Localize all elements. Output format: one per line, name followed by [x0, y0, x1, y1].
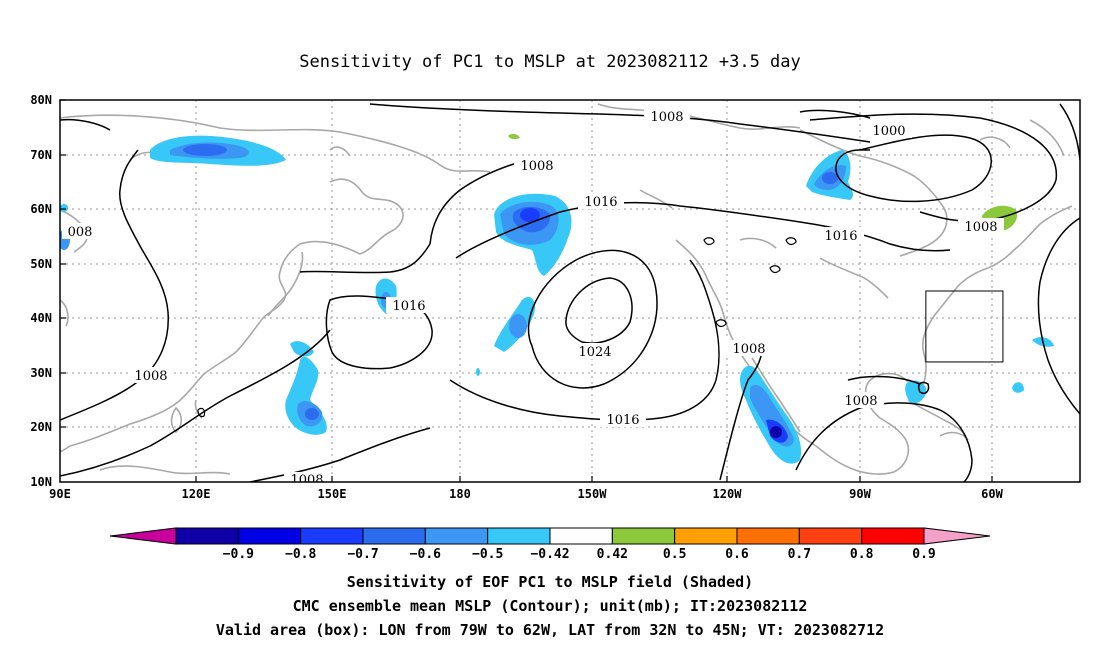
- caption-line-3: Valid area (box): LON from 79W to 62W, L…: [215, 621, 885, 639]
- colorbar-label: 0.7: [788, 547, 811, 562]
- colorbar-segment: [611, 527, 676, 545]
- lat-label-20n: 20N: [30, 420, 52, 434]
- lat-label-70n: 70N: [30, 148, 52, 162]
- caption-line-2: CMC ensemble mean MSLP (Contour); unit(m…: [292, 597, 808, 615]
- colorbar-label: 0.6: [725, 547, 749, 562]
- colorbar-arrow-high: [923, 527, 991, 545]
- map-title: Sensitivity of PC1 to MSLP at 2023082112…: [299, 52, 801, 72]
- colorbar-segment: [736, 527, 800, 545]
- lon-label-180: 180: [449, 487, 471, 501]
- lon-label-90w: 90W: [849, 487, 871, 501]
- contour-label-1008-baja: 1008: [732, 342, 765, 357]
- colorbar-label: 0.8: [850, 547, 874, 562]
- lon-label-120w: 120W: [713, 487, 743, 501]
- lat-label-10n: 10N: [30, 475, 52, 489]
- longitude-labels: 90E 120E 150E 180 150W 120W 90W 60W: [49, 487, 1003, 501]
- lat-label-40n: 40N: [30, 311, 52, 325]
- lat-label-60n: 60N: [30, 202, 52, 216]
- caption-line-1: Sensitivity of EOF PC1 to MSLP field (Sh…: [346, 573, 754, 591]
- latitude-labels: 80N 70N 60N 50N 40N 30N 20N 10N: [30, 93, 52, 489]
- sensitivity-shading: [60, 133, 1054, 464]
- colorbar-segment: [175, 527, 239, 545]
- contour-label-1008-npac: 1008: [520, 159, 553, 174]
- contour-label-1008-bottom: 1008: [290, 473, 323, 488]
- lon-label-120e: 120E: [182, 487, 211, 501]
- colorbar-segment: [424, 527, 489, 545]
- colorbar-segment: [674, 527, 738, 545]
- contour-label-1024: 1024: [578, 345, 611, 360]
- contour-label-1008-china: 1008: [134, 369, 167, 384]
- colorbar-segment: [549, 527, 613, 545]
- contour-label-1008-gulf: 1008: [844, 394, 877, 409]
- map-frame: [59, 99, 1081, 483]
- colorbar-segment: [487, 527, 551, 545]
- colorbar-label: −0.42: [530, 547, 569, 562]
- colorbar-label: −0.6: [410, 547, 441, 562]
- colorbar-label: −0.9: [223, 547, 254, 562]
- colorbar-segment: [798, 527, 863, 545]
- contour-label-1016-npac: 1016: [584, 195, 617, 210]
- colorbar-label: −0.8: [285, 547, 316, 562]
- contour-islands: [197, 237, 797, 418]
- colorbar-label: −0.5: [472, 547, 503, 562]
- contour-label-1008-top: 1008: [650, 110, 683, 125]
- lon-label-60w: 60W: [981, 487, 1003, 501]
- map-area: 1008 1000 1008 1016 1016 1008 008 1016 1…: [60, 100, 1080, 488]
- lat-label-50n: 50N: [30, 257, 52, 271]
- lon-label-90e: 90E: [49, 487, 71, 501]
- lon-label-150w: 150W: [578, 487, 608, 501]
- contour-label-1000: 1000: [872, 124, 905, 139]
- colorbar: −0.9 −0.8 −0.7 −0.6 −0.5 −0.42 0.42 0.5 0.6 0.7 0.…: [109, 527, 991, 562]
- colorbar-label: 0.42: [597, 547, 628, 562]
- colorbar-segment: [861, 527, 925, 545]
- colorbar-segment: [300, 527, 364, 545]
- colorbar-label: 0.5: [663, 547, 686, 562]
- axis-ticks: [60, 99, 993, 482]
- colorbar-arrow-low: [109, 527, 177, 545]
- colorbar-label: 0.9: [912, 547, 935, 562]
- colorbar-label: −0.7: [347, 547, 378, 562]
- colorbar-segment: [362, 527, 426, 545]
- contour-label-1008-west: 008: [68, 225, 93, 240]
- contour-label-1016-canada: 1016: [824, 229, 857, 244]
- lat-label-80n: 80N: [30, 93, 52, 107]
- lat-label-30n: 30N: [30, 366, 52, 380]
- contour-label-1016-wpac: 1016: [392, 299, 425, 314]
- contour-labels: 1008 1000 1008 1016 1016 1008 008 1016 1…: [62, 108, 1004, 488]
- lon-label-150e: 150E: [318, 487, 347, 501]
- valid-area-box: [925, 290, 1004, 363]
- contour-label-1008-atlantic: 1008: [964, 220, 997, 235]
- colorbar-segment: [237, 527, 302, 545]
- contour-label-1016-south: 1016: [606, 413, 639, 428]
